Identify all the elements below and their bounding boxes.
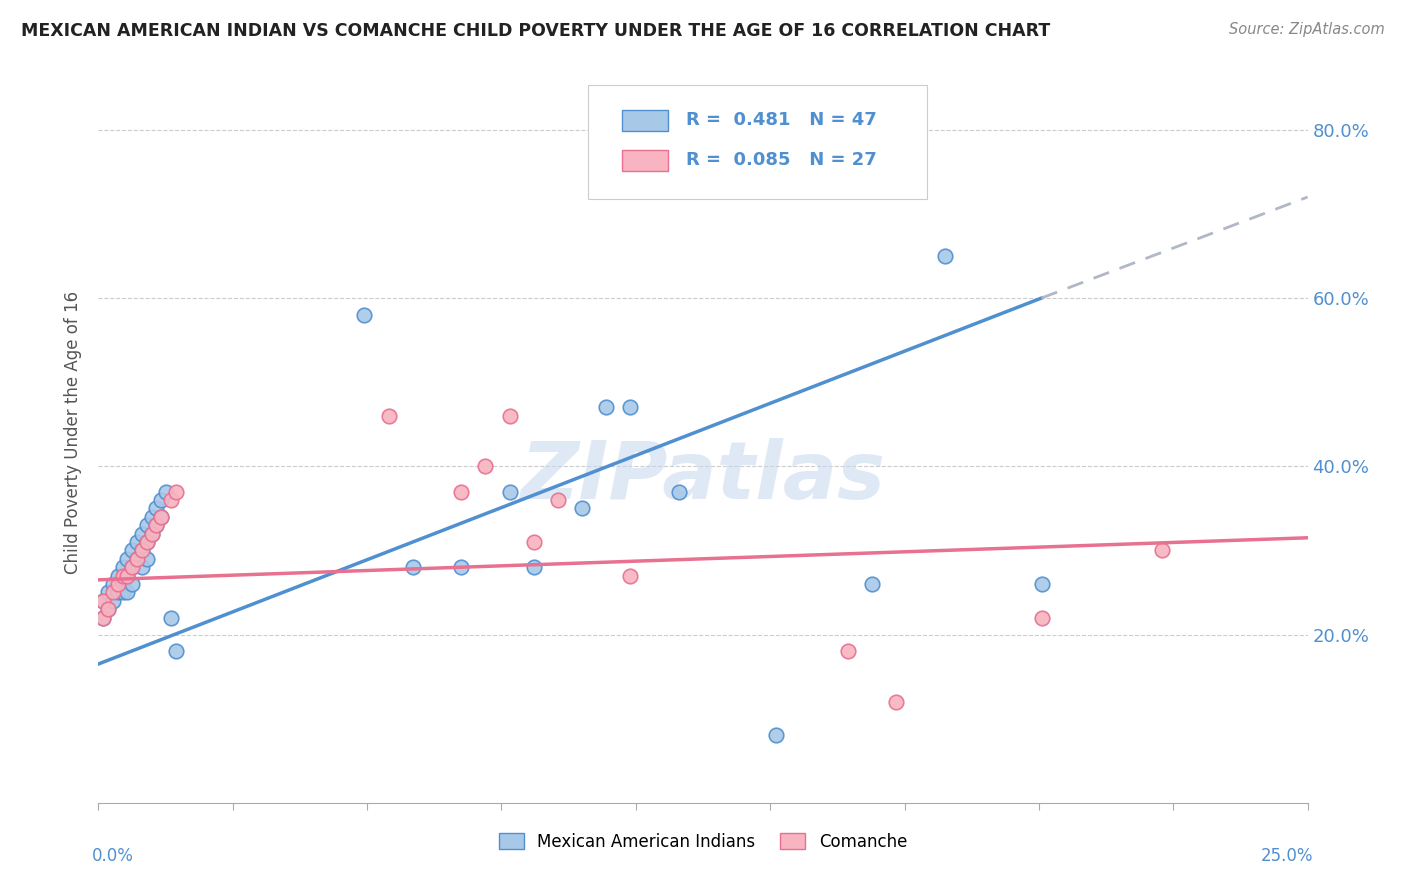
Point — [91, 610, 114, 624]
Point — [1031, 577, 1053, 591]
Point — [127, 551, 149, 566]
Point — [131, 560, 153, 574]
Point — [117, 585, 139, 599]
Point — [141, 526, 163, 541]
Point — [150, 509, 173, 524]
Point — [860, 577, 883, 591]
Point — [837, 644, 859, 658]
Point — [934, 249, 956, 263]
Point — [141, 509, 163, 524]
Point — [111, 560, 134, 574]
FancyBboxPatch shape — [588, 85, 927, 200]
Point — [145, 501, 167, 516]
Point — [765, 729, 787, 743]
Point — [450, 560, 472, 574]
Point — [165, 484, 187, 499]
Point — [91, 594, 114, 608]
Point — [135, 535, 157, 549]
Point — [97, 602, 120, 616]
Text: R =  0.085   N = 27: R = 0.085 N = 27 — [686, 151, 877, 169]
Point — [402, 560, 425, 574]
Point — [117, 568, 139, 582]
FancyBboxPatch shape — [621, 150, 668, 170]
Point — [117, 551, 139, 566]
Point — [127, 535, 149, 549]
Text: 0.0%: 0.0% — [93, 847, 134, 865]
Point — [111, 577, 134, 591]
Text: ZIPatlas: ZIPatlas — [520, 438, 886, 516]
Legend: Mexican American Indians, Comanche: Mexican American Indians, Comanche — [492, 826, 914, 857]
Point — [160, 492, 183, 507]
Point — [121, 560, 143, 574]
Point — [523, 560, 546, 574]
Point — [141, 526, 163, 541]
Point — [523, 535, 546, 549]
Point — [619, 401, 641, 415]
Point — [886, 695, 908, 709]
Point — [377, 409, 399, 423]
Point — [111, 568, 134, 582]
Text: MEXICAN AMERICAN INDIAN VS COMANCHE CHILD POVERTY UNDER THE AGE OF 16 CORRELATIO: MEXICAN AMERICAN INDIAN VS COMANCHE CHIL… — [21, 22, 1050, 40]
Text: R =  0.481   N = 47: R = 0.481 N = 47 — [686, 112, 877, 129]
Point — [1031, 610, 1053, 624]
Point — [547, 492, 569, 507]
Point — [571, 501, 593, 516]
Point — [160, 610, 183, 624]
Point — [450, 484, 472, 499]
Text: Source: ZipAtlas.com: Source: ZipAtlas.com — [1229, 22, 1385, 37]
Point — [111, 585, 134, 599]
Point — [101, 585, 124, 599]
Point — [107, 577, 129, 591]
Point — [117, 568, 139, 582]
Point — [135, 518, 157, 533]
Point — [619, 568, 641, 582]
Point — [121, 543, 143, 558]
Point — [1152, 543, 1174, 558]
Point — [91, 594, 114, 608]
Point — [150, 492, 173, 507]
Point — [155, 484, 177, 499]
Point — [127, 551, 149, 566]
Point — [668, 484, 690, 499]
Point — [145, 518, 167, 533]
Point — [97, 585, 120, 599]
Y-axis label: Child Poverty Under the Age of 16: Child Poverty Under the Age of 16 — [65, 291, 83, 574]
Point — [145, 518, 167, 533]
Point — [107, 568, 129, 582]
Point — [121, 560, 143, 574]
Point — [121, 577, 143, 591]
Point — [91, 610, 114, 624]
Point — [498, 409, 520, 423]
Point — [150, 509, 173, 524]
Point — [131, 526, 153, 541]
Text: 25.0%: 25.0% — [1261, 847, 1313, 865]
Point — [131, 543, 153, 558]
Point — [353, 308, 375, 322]
Point — [101, 577, 124, 591]
Point — [135, 551, 157, 566]
FancyBboxPatch shape — [621, 110, 668, 130]
Point — [131, 543, 153, 558]
Point — [135, 535, 157, 549]
Point — [101, 594, 124, 608]
Point — [498, 484, 520, 499]
Point — [474, 459, 496, 474]
Point — [107, 585, 129, 599]
Point — [97, 602, 120, 616]
Point — [595, 401, 617, 415]
Point — [165, 644, 187, 658]
